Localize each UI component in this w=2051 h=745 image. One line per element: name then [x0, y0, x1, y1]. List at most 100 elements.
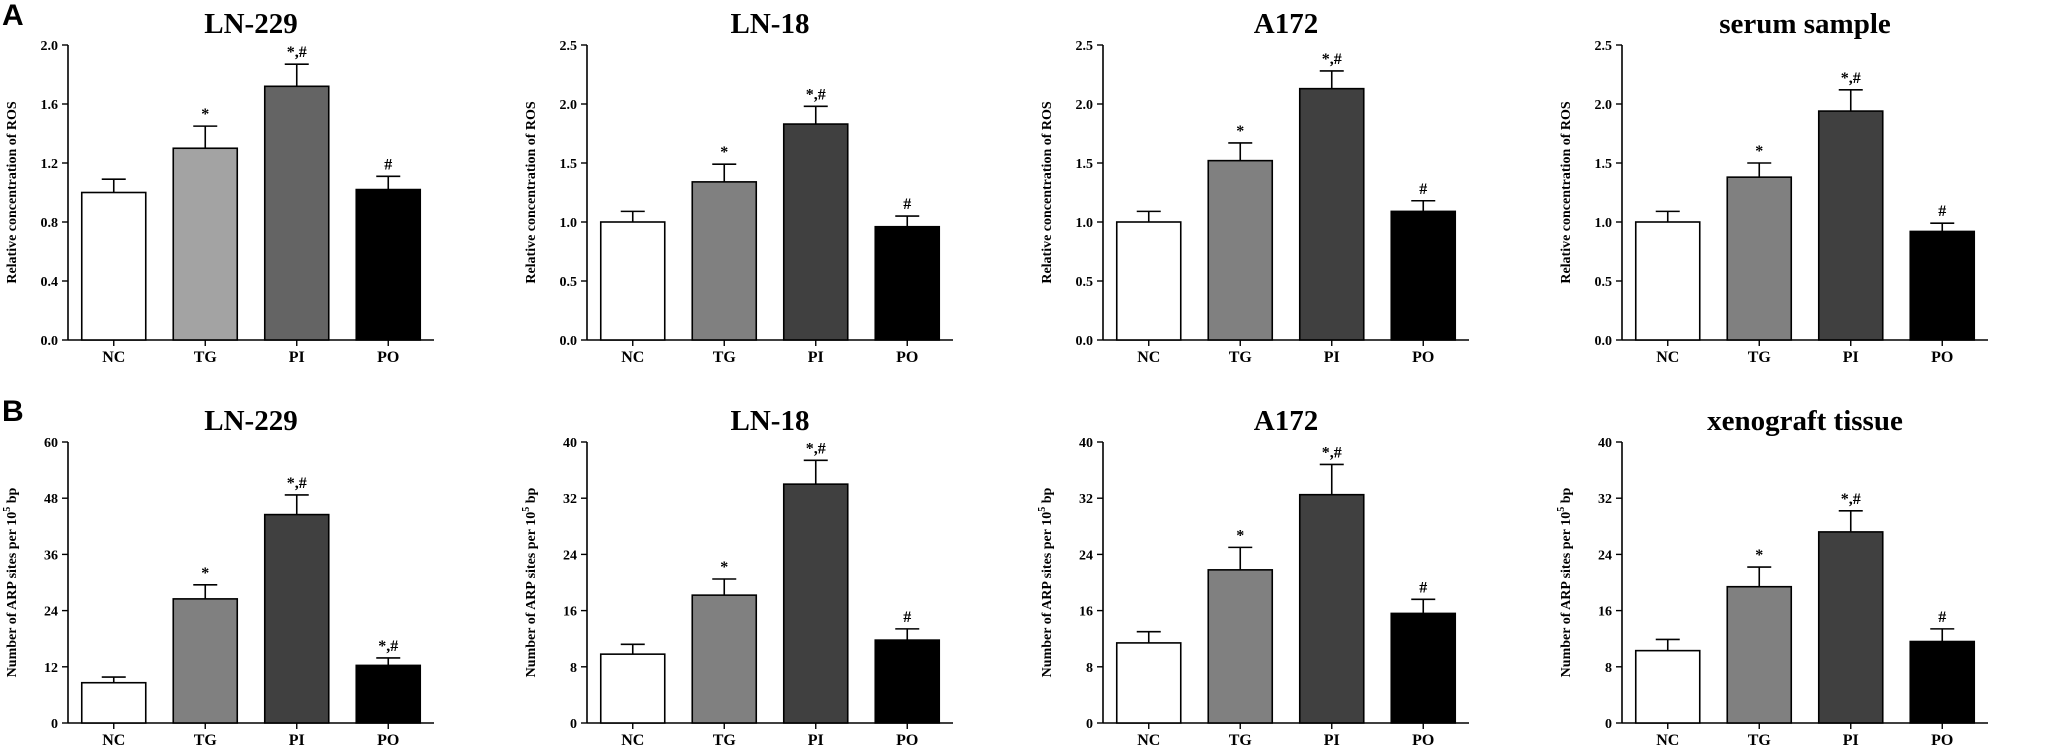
significance-mark: *,# — [1322, 444, 1342, 461]
y-tick-label: 40 — [1598, 436, 1612, 451]
y-tick-label: 2.0 — [560, 98, 578, 113]
y-tick-label: 1.2 — [41, 157, 59, 172]
bar — [691, 594, 758, 724]
x-tick-label: NC — [621, 732, 644, 745]
x-tick-label: PO — [377, 732, 399, 745]
y-tick-label: 24 — [563, 548, 577, 563]
y-tick-label: 0 — [1086, 717, 1093, 732]
y-tick-label: 2.5 — [1076, 39, 1094, 54]
bar — [1207, 159, 1274, 341]
x-tick-label: NC — [1656, 732, 1679, 745]
x-tick-label: PO — [377, 349, 399, 366]
bar — [599, 221, 666, 341]
y-tick-label: 0.0 — [1076, 334, 1094, 349]
y-tick-label: 24 — [1598, 548, 1612, 563]
x-tick-label: PI — [1843, 349, 1859, 366]
x-tick-label: PO — [1931, 349, 1953, 366]
y-tick-label: 48 — [44, 492, 58, 507]
significance-mark: # — [903, 196, 911, 213]
bar — [1817, 110, 1884, 341]
y-tick-label: 0 — [51, 717, 58, 732]
y-axis-label: Relative concentration of ROS — [5, 101, 20, 284]
y-axis-label: Number of ARP sites per 105 bp — [2, 487, 20, 677]
y-tick-label: 2.0 — [41, 39, 59, 54]
bar — [1817, 531, 1884, 724]
y-tick-label: 16 — [1598, 605, 1612, 620]
x-tick-label: TG — [713, 732, 737, 745]
chart-title: LN-229 — [204, 405, 297, 437]
x-tick-label: NC — [1656, 349, 1679, 366]
y-tick-label: 36 — [44, 548, 58, 563]
x-tick-label: PI — [1324, 732, 1340, 745]
bar — [1298, 493, 1365, 724]
bar — [80, 681, 147, 724]
x-tick-label: TG — [1748, 732, 1772, 745]
y-tick-label: 0.8 — [41, 216, 59, 231]
x-tick-label: PO — [1412, 732, 1434, 745]
bar-chart-b-2: LN-18 0 8 16 24 32 40 Number of ARP sites per 1… — [521, 405, 953, 745]
bar — [599, 653, 666, 724]
bar — [1726, 585, 1793, 724]
bar — [172, 598, 239, 724]
bar — [263, 85, 330, 341]
y-tick-label: 32 — [563, 492, 577, 507]
x-tick-label: TG — [713, 349, 737, 366]
y-tick-label: 60 — [44, 436, 58, 451]
x-tick-label: PI — [289, 349, 305, 366]
bar — [1726, 176, 1793, 341]
x-tick-label: NC — [102, 732, 125, 745]
bar — [691, 181, 758, 341]
bar — [263, 513, 330, 724]
y-tick-label: 0.0 — [1595, 334, 1613, 349]
y-axis-label: Relative concentration of ROS — [524, 101, 539, 284]
y-tick-label: 1.6 — [41, 98, 59, 113]
y-tick-label: 2.0 — [1595, 98, 1613, 113]
y-tick-label: 0 — [570, 717, 577, 732]
y-tick-label: 1.0 — [1076, 216, 1094, 231]
bar-chart-a-4: serum sample 0.0 0.5 1.0 1.5 2.0 2.5 Relative c… — [1559, 8, 1988, 366]
significance-mark: # — [384, 156, 392, 173]
x-tick-label: PI — [1324, 349, 1340, 366]
y-tick-label: 40 — [1079, 436, 1093, 451]
y-tick-label: 16 — [563, 605, 577, 620]
chart-title: LN-18 — [731, 405, 810, 437]
significance-mark: # — [1419, 579, 1427, 596]
y-tick-label: 8 — [1086, 661, 1093, 676]
y-axis-label: Relative concentration of ROS — [1559, 101, 1574, 284]
y-tick-label: 0.0 — [560, 334, 578, 349]
bar — [874, 639, 941, 724]
y-tick-label: 2.5 — [560, 39, 578, 54]
significance-mark: *,# — [806, 86, 826, 103]
significance-mark: * — [1236, 527, 1244, 544]
bar — [1909, 230, 1976, 341]
bar-chart-a-3: A172 0.0 0.5 1.0 1.5 2.0 2.5 Relative concentra… — [1040, 8, 1469, 366]
y-tick-label: 0.4 — [41, 275, 59, 290]
bar — [1115, 642, 1182, 724]
significance-mark: * — [1755, 143, 1763, 160]
bar — [782, 123, 849, 341]
bar — [1909, 640, 1976, 724]
significance-mark: # — [1938, 609, 1946, 626]
x-tick-label: PI — [1843, 732, 1859, 745]
bar-chart-a-2: LN-18 0.0 0.5 1.0 1.5 2.0 2.5 Relative concentr… — [524, 8, 953, 366]
bar — [874, 225, 941, 341]
chart-title: LN-229 — [204, 8, 297, 40]
bar — [1634, 221, 1701, 341]
significance-mark: * — [1236, 123, 1244, 140]
bar — [1207, 569, 1274, 724]
y-axis-label: Number of ARP sites per 105 bp — [521, 487, 539, 677]
y-tick-label: 8 — [570, 661, 577, 676]
bar-chart-b-3: A172 0 8 16 24 32 40 Number of ARP sites per 10… — [1037, 405, 1469, 745]
significance-mark: * — [720, 144, 728, 161]
bar — [1390, 210, 1457, 341]
y-tick-label: 32 — [1079, 492, 1093, 507]
x-tick-label: PO — [1412, 349, 1434, 366]
y-tick-label: 0.5 — [1595, 275, 1613, 290]
significance-mark: *,# — [287, 475, 307, 492]
x-tick-label: PI — [808, 732, 824, 745]
significance-mark: *,# — [287, 44, 307, 61]
x-tick-label: PI — [289, 732, 305, 745]
x-tick-label: TG — [1229, 349, 1253, 366]
significance-mark: *,# — [378, 638, 398, 655]
